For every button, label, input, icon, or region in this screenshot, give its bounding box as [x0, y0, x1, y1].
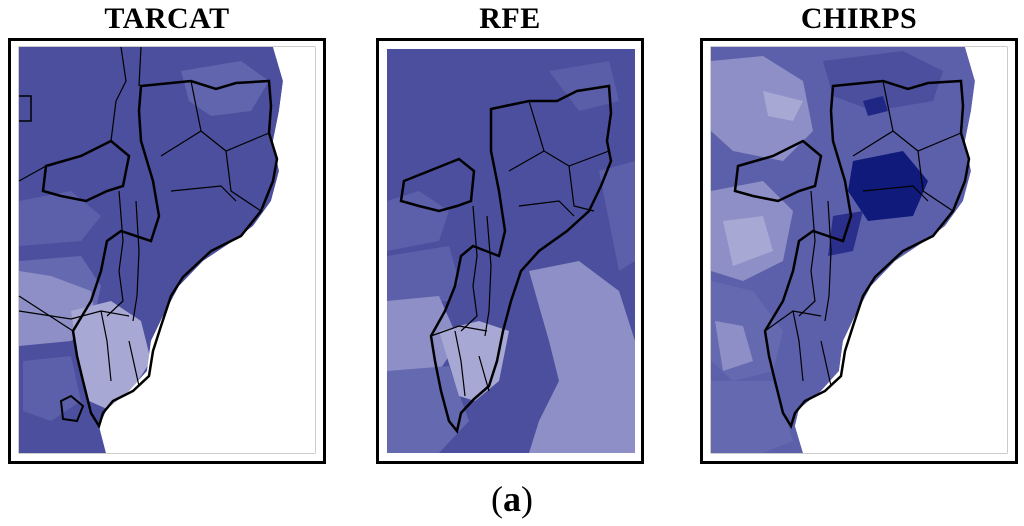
map-panel-tarcat — [8, 38, 326, 464]
caption-close-paren: ) — [521, 479, 533, 519]
caption-open-paren: ( — [491, 479, 503, 519]
caption-letter: a — [503, 479, 521, 519]
panel-title-tarcat: TARCAT — [104, 2, 230, 35]
map-panel-rfe — [376, 38, 644, 464]
panel-title-chirps: CHIRPS — [800, 2, 918, 35]
panel-title-rfe: RFE — [479, 2, 541, 35]
figure-caption: (a) — [0, 478, 1024, 520]
map-panel-chirps — [700, 38, 1018, 464]
map-chirps — [710, 46, 1008, 454]
map-tarcat — [18, 46, 316, 454]
map-rfe — [387, 49, 635, 453]
